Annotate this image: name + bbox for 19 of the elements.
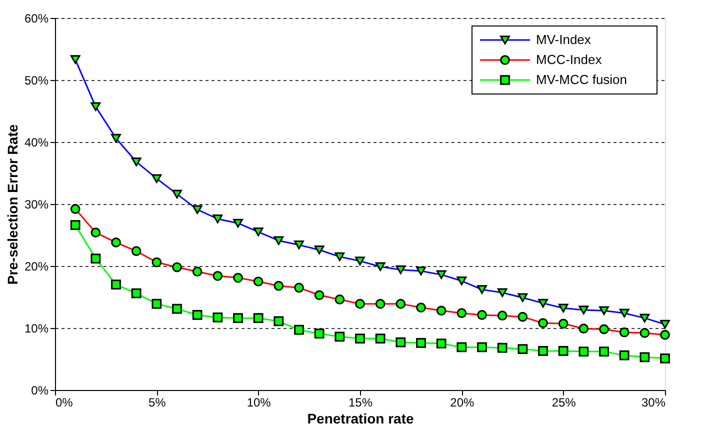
y-tick-label: 10%	[24, 322, 49, 336]
x-tick-label: 25%	[552, 396, 576, 410]
legend-label: MV-MCC fusion	[536, 72, 628, 87]
legend-label: MCC-Index	[536, 52, 602, 67]
x-tick-label: 20%	[450, 396, 474, 410]
x-tick-label: 0%	[56, 396, 74, 410]
x-tick-label: 30%	[641, 396, 666, 410]
y-tick-label: 40%	[24, 136, 49, 150]
y-tick-label: 60%	[24, 12, 49, 26]
y-tick-label: 0%	[31, 384, 49, 398]
legend-label: MV-Index	[536, 32, 592, 47]
x-axis-title: Penetration rate	[307, 410, 414, 426]
y-tick-label: 20%	[24, 260, 49, 274]
x-tick-label: 15%	[348, 396, 373, 410]
y-tick-label: 30%	[24, 198, 49, 212]
x-tick-label: 5%	[148, 396, 166, 410]
y-tick-label: 50%	[24, 74, 49, 88]
y-axis-title: Pre-selection Error Rate	[4, 124, 20, 285]
x-tick-label: 10%	[246, 396, 272, 410]
